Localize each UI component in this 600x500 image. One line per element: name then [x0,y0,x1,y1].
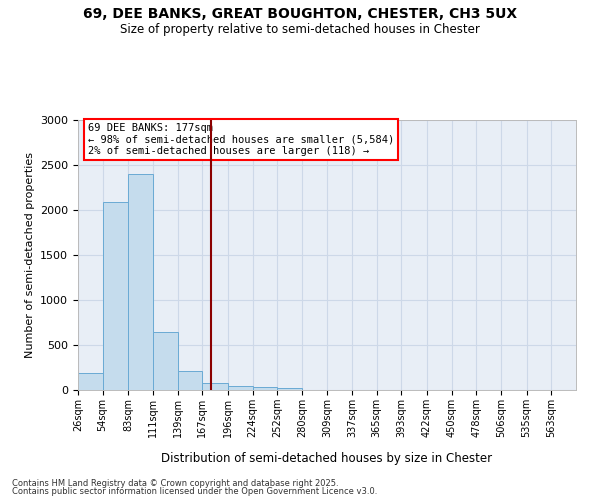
Bar [128,174,153,390]
Text: Contains public sector information licensed under the Open Government Licence v3: Contains public sector information licen… [12,487,377,496]
Text: 69 DEE BANKS: 177sqm
← 98% of semi-detached houses are smaller (5,584)
2% of sem: 69 DEE BANKS: 177sqm ← 98% of semi-detac… [88,122,394,156]
Text: Size of property relative to semi-detached houses in Chester: Size of property relative to semi-detach… [120,22,480,36]
Bar [253,387,277,390]
Bar [277,388,302,390]
Bar [78,373,103,390]
Bar [228,386,253,390]
Text: Distribution of semi-detached houses by size in Chester: Distribution of semi-detached houses by … [161,452,493,465]
Text: Contains HM Land Registry data © Crown copyright and database right 2025.: Contains HM Land Registry data © Crown c… [12,478,338,488]
Bar [153,332,178,390]
Bar [178,371,202,390]
Text: 69, DEE BANKS, GREAT BOUGHTON, CHESTER, CH3 5UX: 69, DEE BANKS, GREAT BOUGHTON, CHESTER, … [83,8,517,22]
Y-axis label: Number of semi-detached properties: Number of semi-detached properties [25,152,35,358]
Bar [103,202,128,390]
Bar [202,383,228,390]
